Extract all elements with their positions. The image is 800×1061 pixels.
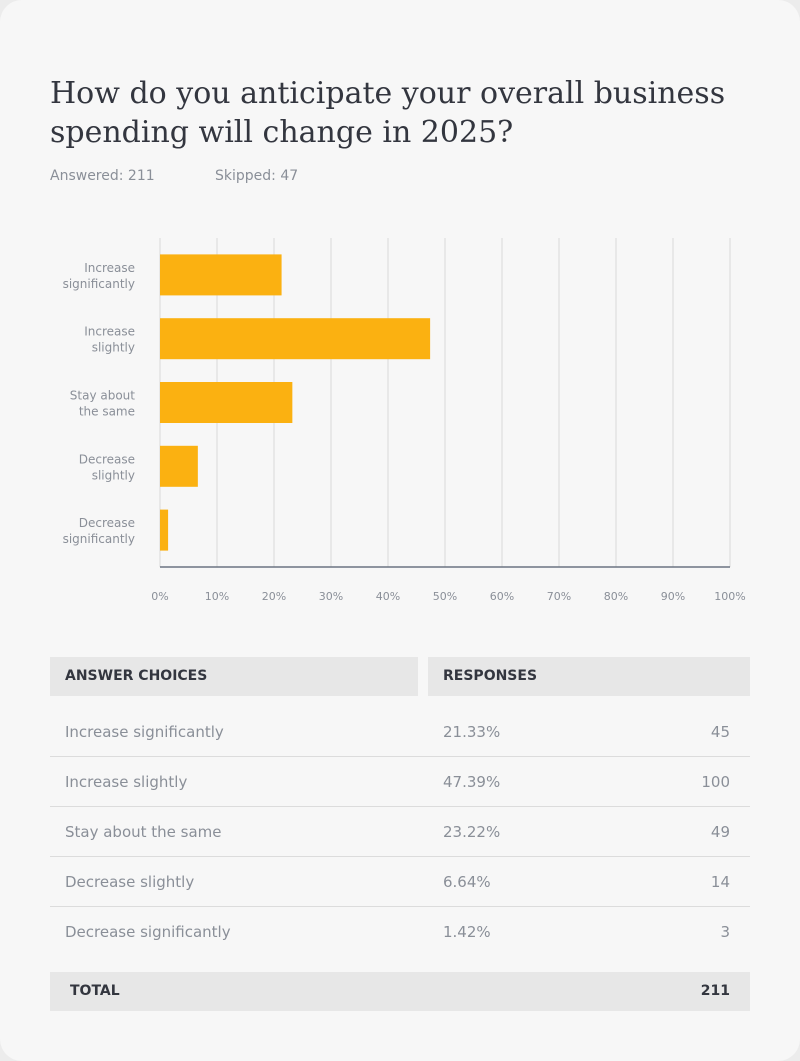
- row-label: Increase significantly: [65, 723, 224, 741]
- x-tick-label: 20%: [262, 590, 286, 603]
- header-answer-choices: ANSWER CHOICES: [50, 657, 418, 696]
- table-row: Increase significantly 21.33% 45: [50, 707, 750, 757]
- x-tick-label: 90%: [661, 590, 685, 603]
- x-tick-label: 50%: [433, 590, 457, 603]
- x-tick-label: 80%: [604, 590, 628, 603]
- x-tick-label: 0%: [151, 590, 168, 603]
- row-percent: 1.42%: [443, 923, 491, 941]
- row-percent: 47.39%: [443, 773, 501, 791]
- header-responses: RESPONSES: [428, 657, 750, 696]
- total-row: TOTAL 211: [50, 972, 750, 1011]
- row-percent: 21.33%: [443, 723, 501, 741]
- responses-table: ANSWER CHOICES RESPONSES Increase signif…: [50, 657, 750, 1011]
- category-label: Decrease significantly: [63, 516, 135, 546]
- bar-1: [160, 254, 282, 296]
- row-percent: 6.64%: [443, 873, 491, 891]
- row-label: Decrease slightly: [65, 873, 195, 891]
- category-label: Increase significantly: [63, 261, 135, 291]
- x-tick-label: 60%: [490, 590, 514, 603]
- x-tick-label: 70%: [547, 590, 571, 603]
- row-label: Decrease significantly: [65, 923, 231, 941]
- bar-chart: Increase significantly Increase slightly Sta…: [63, 238, 746, 603]
- row-label: Stay about the same: [65, 823, 222, 841]
- row-count: 14: [710, 873, 730, 891]
- skipped-count: Skipped: 47: [215, 168, 299, 184]
- table-row: Decrease significantly 1.42% 3: [50, 907, 750, 957]
- bar-3: [160, 382, 293, 423]
- x-tick-label: 30%: [319, 590, 343, 603]
- row-count: 49: [710, 823, 730, 841]
- bar-5: [160, 509, 169, 551]
- total-label: TOTAL: [70, 983, 120, 999]
- row-percent: 23.22%: [443, 823, 501, 841]
- row-count: 100: [701, 773, 730, 791]
- total-count: 211: [700, 983, 730, 999]
- x-tick-label: 100%: [714, 590, 745, 603]
- row-count: 3: [720, 923, 730, 941]
- question-title: How do you anticipate your overall busin…: [50, 76, 726, 150]
- bar-2: [160, 318, 431, 360]
- row-count: 45: [710, 723, 730, 741]
- row-label: Increase slightly: [65, 773, 188, 791]
- table-row: Increase slightly 47.39% 100: [50, 757, 750, 807]
- answered-count: Answered: 211: [50, 168, 155, 184]
- table-body: Increase significantly 21.33% 45 Increas…: [50, 707, 750, 957]
- table-row: Stay about the same 23.22% 49: [50, 807, 750, 857]
- x-tick-label: 10%: [205, 590, 229, 603]
- category-label: Stay about the same: [70, 389, 136, 419]
- category-label: Increase slightly: [84, 325, 135, 355]
- table-header: ANSWER CHOICES RESPONSES: [50, 657, 750, 696]
- table-row: Decrease slightly 6.64% 14: [50, 857, 750, 907]
- category-label: Decrease slightly: [79, 452, 135, 482]
- x-tick-label: 40%: [376, 590, 400, 603]
- bar-4: [160, 445, 198, 487]
